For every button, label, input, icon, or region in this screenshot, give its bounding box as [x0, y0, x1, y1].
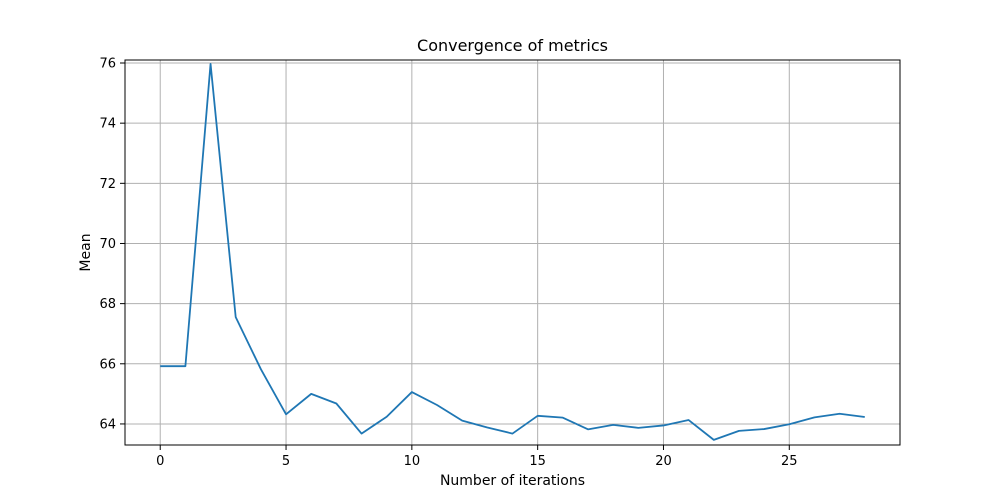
x-axis-ticks: 0 5 10 15 20 25 [156, 445, 798, 469]
y-tick-label: 66 [99, 357, 116, 372]
x-tick-label: 15 [529, 454, 546, 469]
y-tick-label: 64 [99, 417, 116, 432]
x-axis-label: Number of iterations [440, 473, 585, 489]
plot-area-frame [124, 59, 901, 446]
y-tick-label: 76 [99, 57, 116, 72]
x-tick-label: 5 [282, 454, 290, 469]
y-tick-label: 74 [99, 117, 116, 132]
y-axis-ticks: 64 66 68 70 72 74 76 [99, 57, 125, 432]
x-tick-label: 0 [156, 454, 164, 469]
y-axis-label: Mean [78, 233, 94, 271]
y-tick-label: 70 [99, 237, 116, 252]
x-tick-label: 25 [781, 454, 798, 469]
series-line [160, 63, 865, 441]
y-tick-label: 72 [99, 177, 116, 192]
x-tick-label: 20 [655, 454, 672, 469]
series-group [160, 63, 865, 441]
chart-title: Convergence of metrics [417, 36, 608, 55]
x-tick-label: 10 [404, 454, 421, 469]
y-tick-label: 68 [99, 297, 116, 312]
grid-lines [125, 60, 900, 445]
